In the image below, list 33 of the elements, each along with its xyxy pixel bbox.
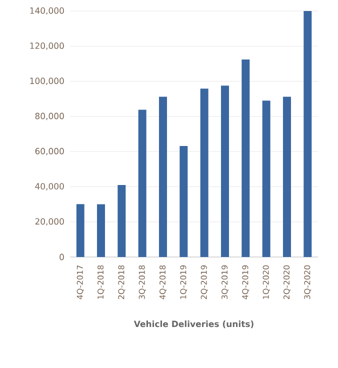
y-tick-label: 20,000 [35, 218, 64, 226]
x-tick-label: 4Q-2019 [242, 265, 250, 300]
bar [76, 204, 84, 257]
x-tick-label: 1Q-2020 [262, 265, 270, 299]
y-tick-label: 40,000 [35, 183, 64, 190]
bar [96, 204, 105, 257]
x-tick-label: 1Q-2018 [98, 265, 104, 299]
y-tick-label: 80,000 [35, 112, 64, 120]
bar [138, 110, 146, 257]
bar [118, 184, 126, 257]
bar [220, 86, 229, 257]
bar [200, 88, 208, 257]
x-tick-label: 4Q-2018 [160, 265, 166, 300]
x-axis-title: Vehicle Deliveries (units) [134, 320, 254, 328]
bar [262, 100, 270, 257]
bar [158, 96, 167, 257]
x-tick-label: 4Q-2017 [76, 265, 84, 300]
x-tick-label: 3Q-2019 [222, 265, 228, 300]
x-tick-label: 2Q-2018 [118, 265, 126, 300]
y-tick-label: 100,000 [30, 78, 64, 85]
y-tick-label: 60,000 [35, 148, 64, 156]
x-tick-label: 3Q-2018 [138, 265, 146, 300]
bar [242, 60, 250, 257]
x-tick-label: 1Q-2019 [180, 265, 188, 299]
x-tick-label: 3Q-2020 [304, 265, 312, 300]
bar [180, 146, 188, 257]
x-tick-label: 2Q-2019 [200, 265, 208, 300]
bar [282, 96, 291, 257]
y-tick-label: 0 [60, 254, 64, 260]
y-tick-label: 140,000 [30, 7, 64, 15]
y-tick-label: 120,000 [30, 42, 64, 50]
bar [304, 11, 312, 257]
x-tick-label: 2Q-2020 [284, 265, 290, 300]
